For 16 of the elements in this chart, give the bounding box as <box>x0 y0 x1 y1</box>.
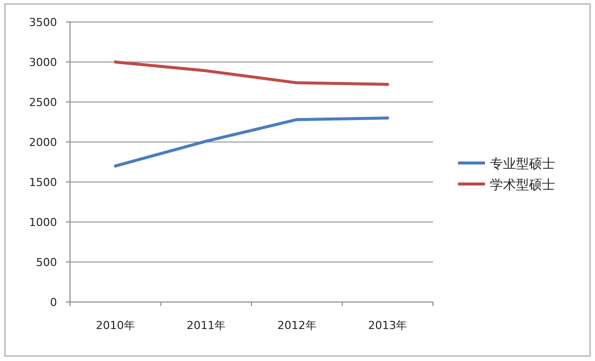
y-tick-label: 3000 <box>29 56 57 69</box>
x-tick-label: 2011年 <box>186 319 226 332</box>
y-tick-label: 0 <box>50 296 57 309</box>
x-tick-label: 2013年 <box>368 319 408 332</box>
line-series <box>114 116 390 168</box>
y-tick-label: 2500 <box>29 96 57 109</box>
legend-label: 学术型硕士 <box>490 178 555 193</box>
y-tick-label: 500 <box>36 256 57 269</box>
y-tick-label: 1000 <box>29 216 57 229</box>
x-tick-label: 2010年 <box>96 319 135 332</box>
y-tick-label: 2000 <box>29 136 57 149</box>
y-tick-label: 3500 <box>29 16 57 29</box>
y-tick-label: 1500 <box>29 176 57 189</box>
line-series <box>114 60 390 86</box>
legend-label: 专业型硕士 <box>490 157 555 172</box>
x-tick-label: 2012年 <box>277 319 316 332</box>
